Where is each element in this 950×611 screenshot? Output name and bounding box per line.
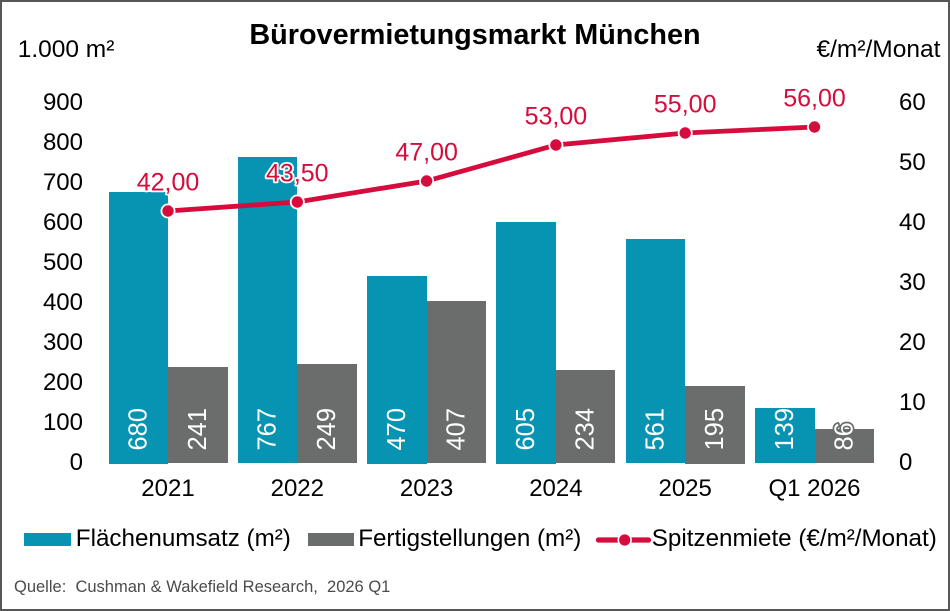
svg-text:47,00: 47,00 <box>395 139 458 167</box>
svg-text:234: 234 <box>572 408 600 451</box>
svg-text:53,00: 53,00 <box>525 103 588 131</box>
svg-text:680: 680 <box>124 408 152 451</box>
svg-text:195: 195 <box>701 408 729 451</box>
svg-text:86: 86 <box>830 422 858 450</box>
svg-text:56,00: 56,00 <box>783 85 846 113</box>
svg-text:55,00: 55,00 <box>654 91 717 119</box>
svg-text:47,00: 47,00 <box>395 139 458 167</box>
svg-text:249: 249 <box>313 408 341 451</box>
svg-text:139: 139 <box>771 408 799 451</box>
svg-text:55,00: 55,00 <box>654 91 717 119</box>
svg-text:53,00: 53,00 <box>525 103 588 131</box>
svg-text:43,50: 43,50 <box>266 160 329 188</box>
svg-text:86: 86 <box>830 422 858 450</box>
svg-text:470: 470 <box>383 408 411 451</box>
svg-text:605: 605 <box>512 408 540 451</box>
svg-text:241: 241 <box>184 408 212 451</box>
svg-text:42,00: 42,00 <box>137 169 200 197</box>
svg-text:43,50: 43,50 <box>266 160 329 188</box>
svg-text:56,00: 56,00 <box>783 85 846 113</box>
svg-text:561: 561 <box>642 408 670 451</box>
svg-text:407: 407 <box>442 408 470 451</box>
svg-text:767: 767 <box>254 408 282 451</box>
svg-text:42,00: 42,00 <box>137 169 200 197</box>
